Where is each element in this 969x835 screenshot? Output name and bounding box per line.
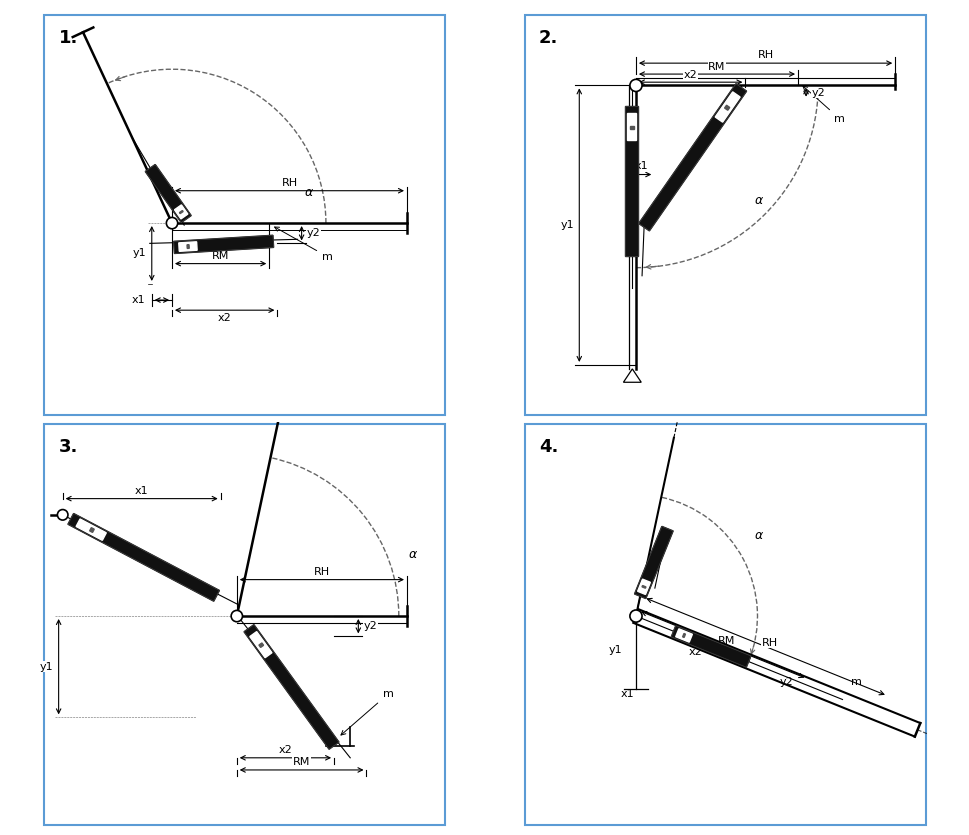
Bar bbox=[250, 631, 271, 658]
Text: α: α bbox=[754, 194, 762, 207]
Bar bbox=[671, 625, 750, 667]
Text: y1: y1 bbox=[40, 661, 53, 671]
Text: RH: RH bbox=[761, 638, 777, 648]
Text: m: m bbox=[802, 86, 844, 124]
Polygon shape bbox=[623, 369, 641, 382]
Bar bbox=[634, 526, 672, 599]
Text: y1: y1 bbox=[560, 220, 574, 230]
Bar bbox=[244, 625, 338, 749]
Bar bbox=[68, 514, 219, 601]
Bar bbox=[89, 528, 94, 533]
Bar bbox=[173, 235, 273, 254]
Text: RM: RM bbox=[293, 757, 310, 767]
Bar bbox=[179, 210, 183, 214]
Text: y2: y2 bbox=[306, 228, 321, 238]
Bar bbox=[682, 634, 685, 637]
Text: 2.: 2. bbox=[538, 28, 557, 47]
Text: x1: x1 bbox=[132, 295, 145, 305]
Text: RM: RM bbox=[707, 62, 725, 72]
Bar bbox=[68, 514, 219, 601]
Text: x1: x1 bbox=[620, 689, 634, 699]
Bar bbox=[627, 114, 636, 140]
Bar bbox=[625, 106, 638, 256]
Text: α: α bbox=[304, 186, 312, 200]
Bar bbox=[244, 625, 338, 749]
Bar bbox=[634, 526, 672, 599]
FancyBboxPatch shape bbox=[524, 14, 924, 416]
Text: m: m bbox=[274, 227, 332, 261]
Bar bbox=[178, 242, 197, 251]
Text: m: m bbox=[850, 677, 860, 687]
Circle shape bbox=[629, 610, 641, 622]
Text: x2: x2 bbox=[683, 70, 697, 80]
Text: x1: x1 bbox=[135, 485, 148, 495]
Bar bbox=[639, 84, 746, 230]
Text: y1: y1 bbox=[608, 645, 621, 655]
Bar bbox=[671, 625, 750, 667]
Text: x1: x1 bbox=[634, 161, 647, 171]
Bar bbox=[714, 92, 739, 122]
Bar bbox=[639, 84, 746, 230]
Bar bbox=[173, 235, 273, 254]
Text: x2: x2 bbox=[218, 313, 232, 323]
Text: RM: RM bbox=[717, 635, 735, 645]
Text: RH: RH bbox=[281, 179, 297, 189]
Text: RH: RH bbox=[757, 50, 773, 60]
Circle shape bbox=[231, 610, 242, 622]
Circle shape bbox=[629, 79, 641, 92]
Text: y2: y2 bbox=[810, 88, 825, 98]
Text: 4.: 4. bbox=[538, 438, 557, 456]
Bar bbox=[187, 245, 189, 249]
Circle shape bbox=[57, 509, 68, 520]
Text: α: α bbox=[754, 529, 763, 542]
Circle shape bbox=[167, 217, 177, 229]
Text: y1: y1 bbox=[133, 249, 146, 259]
FancyBboxPatch shape bbox=[45, 423, 445, 825]
Text: RM: RM bbox=[211, 251, 229, 261]
Bar bbox=[259, 643, 264, 647]
FancyBboxPatch shape bbox=[524, 423, 924, 825]
Bar bbox=[637, 579, 650, 595]
Bar bbox=[625, 106, 638, 256]
Text: RH: RH bbox=[314, 566, 329, 576]
Text: α: α bbox=[409, 548, 417, 561]
Bar bbox=[724, 105, 729, 110]
FancyBboxPatch shape bbox=[45, 14, 445, 416]
Text: m: m bbox=[341, 689, 393, 735]
Bar bbox=[145, 164, 191, 223]
Text: 3.: 3. bbox=[58, 438, 78, 456]
Bar bbox=[145, 164, 191, 223]
Text: y2: y2 bbox=[363, 621, 377, 631]
Bar bbox=[629, 126, 633, 129]
Bar bbox=[641, 585, 645, 588]
Text: y2: y2 bbox=[779, 677, 793, 687]
Bar bbox=[76, 519, 107, 540]
Text: 1.: 1. bbox=[58, 28, 78, 47]
Text: x2: x2 bbox=[278, 745, 292, 755]
Text: x2: x2 bbox=[688, 647, 702, 657]
Bar bbox=[174, 205, 188, 219]
Bar bbox=[675, 629, 692, 642]
